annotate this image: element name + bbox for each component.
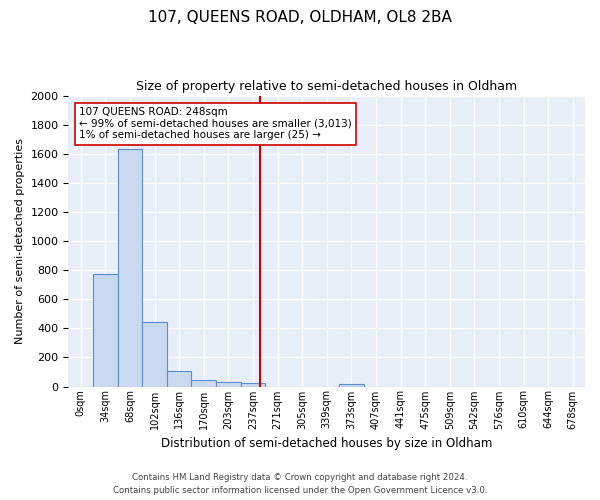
Bar (216, 382, 241, 386)
X-axis label: Distribution of semi-detached houses by size in Oldham: Distribution of semi-detached houses by … (161, 437, 493, 450)
Title: Size of property relative to semi-detached houses in Oldham: Size of property relative to semi-detach… (136, 80, 517, 93)
Bar (167, 370, 191, 386)
Text: Contains HM Land Registry data © Crown copyright and database right 2024.
Contai: Contains HM Land Registry data © Crown c… (113, 474, 487, 495)
Bar (93, 274, 118, 386)
Bar (191, 380, 216, 386)
Text: 107, QUEENS ROAD, OLDHAM, OL8 2BA: 107, QUEENS ROAD, OLDHAM, OL8 2BA (148, 10, 452, 25)
Bar (142, 322, 167, 386)
Y-axis label: Number of semi-detached properties: Number of semi-detached properties (15, 138, 25, 344)
Bar (241, 384, 265, 386)
Bar (118, 150, 142, 386)
Bar (339, 384, 364, 386)
Text: 107 QUEENS ROAD: 248sqm
← 99% of semi-detached houses are smaller (3,013)
1% of : 107 QUEENS ROAD: 248sqm ← 99% of semi-de… (79, 107, 352, 140)
